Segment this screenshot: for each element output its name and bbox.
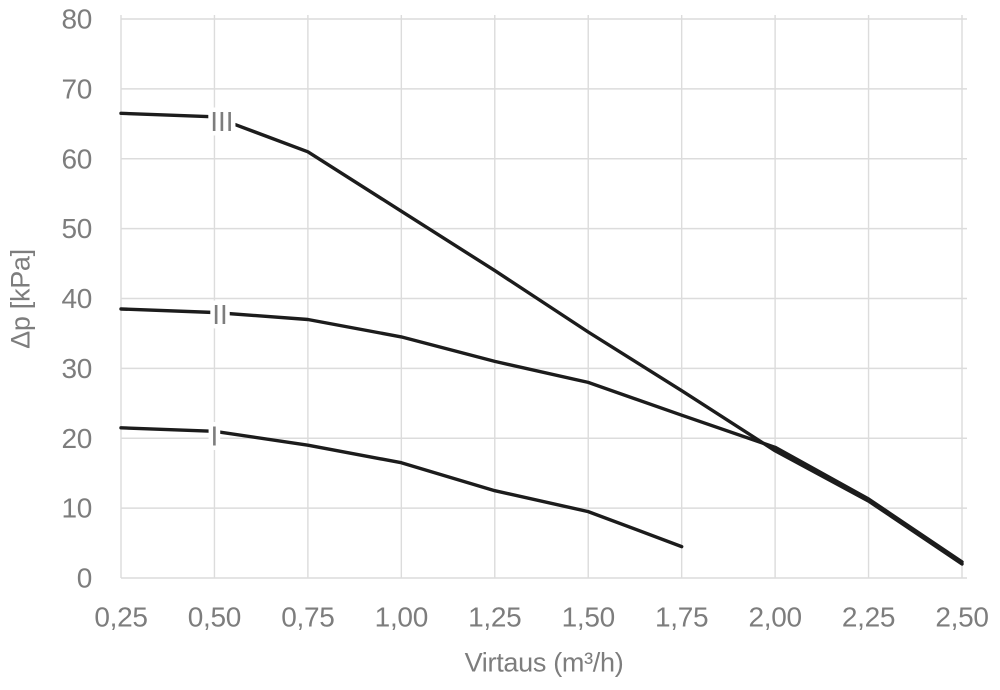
y-tick-label: 70 — [61, 73, 92, 104]
x-tick-label: 0,25 — [94, 602, 147, 633]
series-line-I — [119, 426, 684, 549]
series-label-I: I — [211, 421, 219, 452]
series-label-II: II — [212, 299, 228, 330]
x-tick-label: 1,50 — [562, 602, 615, 633]
y-tick-label: 80 — [61, 4, 92, 35]
y-tick-label: 60 — [61, 143, 92, 174]
y-tick-label: 30 — [61, 353, 92, 384]
y-tick-label: 50 — [61, 213, 92, 244]
x-tick-label: 0,75 — [281, 602, 334, 633]
y-tick-label: 40 — [61, 283, 92, 314]
series-line-III — [119, 111, 964, 566]
y-tick-label: 0 — [77, 563, 92, 594]
x-tick-label: 1,00 — [375, 602, 428, 633]
x-tick-label: 2,00 — [748, 602, 801, 633]
x-tick-label: 1,75 — [655, 602, 708, 633]
y-tick-label: 10 — [61, 493, 92, 524]
x-axis-title: Virtaus (m³/h) — [464, 647, 624, 678]
x-tick-label: 0,50 — [188, 602, 241, 633]
x-tick-label: 1,25 — [468, 602, 521, 633]
series-label-III: III — [210, 106, 233, 137]
series-line-II — [119, 307, 964, 564]
y-axis-title: Δp [kPa] — [5, 249, 36, 349]
y-tick-label: 20 — [61, 423, 92, 454]
x-tick-label: 2,25 — [842, 602, 895, 633]
x-tick-label: 2,50 — [935, 602, 988, 633]
